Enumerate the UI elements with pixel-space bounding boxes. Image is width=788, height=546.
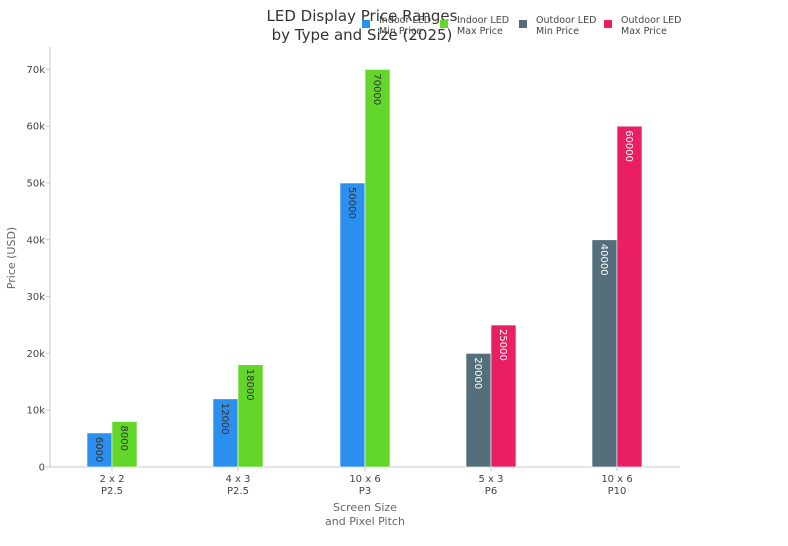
bar-value-label: 40000 (598, 244, 609, 276)
bar (490, 324, 517, 468)
y-axis-title: Price (USD) (5, 227, 18, 289)
bar-value-label: 70000 (371, 73, 382, 105)
x-tick-label: P10 (608, 486, 627, 497)
legend-label: Indoor LED (457, 15, 509, 26)
legend-label: Min Price (536, 26, 579, 37)
x-tick-label: P2.5 (227, 486, 249, 497)
bar (339, 182, 366, 468)
bar (212, 398, 239, 468)
x-tick-label: P2.5 (101, 486, 123, 497)
legend-label: Indoor LED (379, 15, 431, 26)
bar (616, 125, 643, 468)
y-tick-label: 70k (26, 65, 45, 76)
bar-value-label: 20000 (472, 357, 483, 389)
bar (364, 69, 391, 468)
y-tick-label: 60k (26, 122, 45, 133)
bar (237, 364, 264, 468)
legend-label: Max Price (621, 26, 667, 37)
x-tick-label: P6 (485, 486, 497, 497)
y-tick-labels-group: 0 10k 20k 30k 40k 50k 60k 70k (26, 65, 50, 474)
x-tick-label: P3 (359, 486, 371, 497)
bar-value-label: 18000 (244, 369, 255, 401)
x-tick-label: 5 x 3 (479, 474, 504, 485)
bar-value-label: 6000 (93, 437, 104, 462)
chart-title-line-2: by Type and Size (2025) (272, 26, 453, 44)
bar-value-label: 25000 (497, 329, 508, 361)
legend-swatch (362, 20, 370, 28)
bar-value-label: 50000 (346, 187, 357, 219)
bar (111, 421, 138, 468)
x-tick-label: 4 x 3 (226, 474, 251, 485)
bar (86, 432, 113, 468)
legend-swatch (519, 20, 527, 28)
y-tick-label: 10k (26, 406, 45, 417)
x-tick-label: 10 x 6 (349, 474, 380, 485)
y-tick-label: 50k (26, 179, 45, 190)
bar-labels-group: 6000 8000 12000 18000 50000 70000 20000 25000 40… (93, 73, 634, 462)
y-tick-label: 40k (26, 235, 45, 246)
y-tick-label: 20k (26, 349, 45, 360)
bar (591, 239, 618, 468)
bar-value-label: 12000 (219, 403, 230, 435)
legend-label: Outdoor LED (536, 15, 596, 26)
bars-group (86, 69, 643, 468)
legend-label: Outdoor LED (621, 15, 681, 26)
x-tick-label: 2 x 2 (100, 474, 125, 485)
legend-label: Max Price (457, 26, 503, 37)
bar-value-label: 8000 (118, 426, 129, 451)
legend-label: Min Price (379, 26, 422, 37)
x-tick-label: 10 x 6 (601, 474, 632, 485)
legend-swatch (440, 20, 448, 28)
x-axis-title-line-2: and Pixel Pitch (325, 515, 405, 528)
titles-group: LED Display Price Ranges by Type and Siz… (5, 7, 458, 528)
bar-value-label: 60000 (623, 130, 634, 162)
y-tick-label: 0 (39, 463, 45, 474)
chart-title-line-1: LED Display Price Ranges (267, 7, 458, 25)
legend-swatch (604, 20, 612, 28)
x-axis-title-line-1: Screen Size (333, 501, 397, 514)
y-tick-label: 30k (26, 292, 45, 303)
